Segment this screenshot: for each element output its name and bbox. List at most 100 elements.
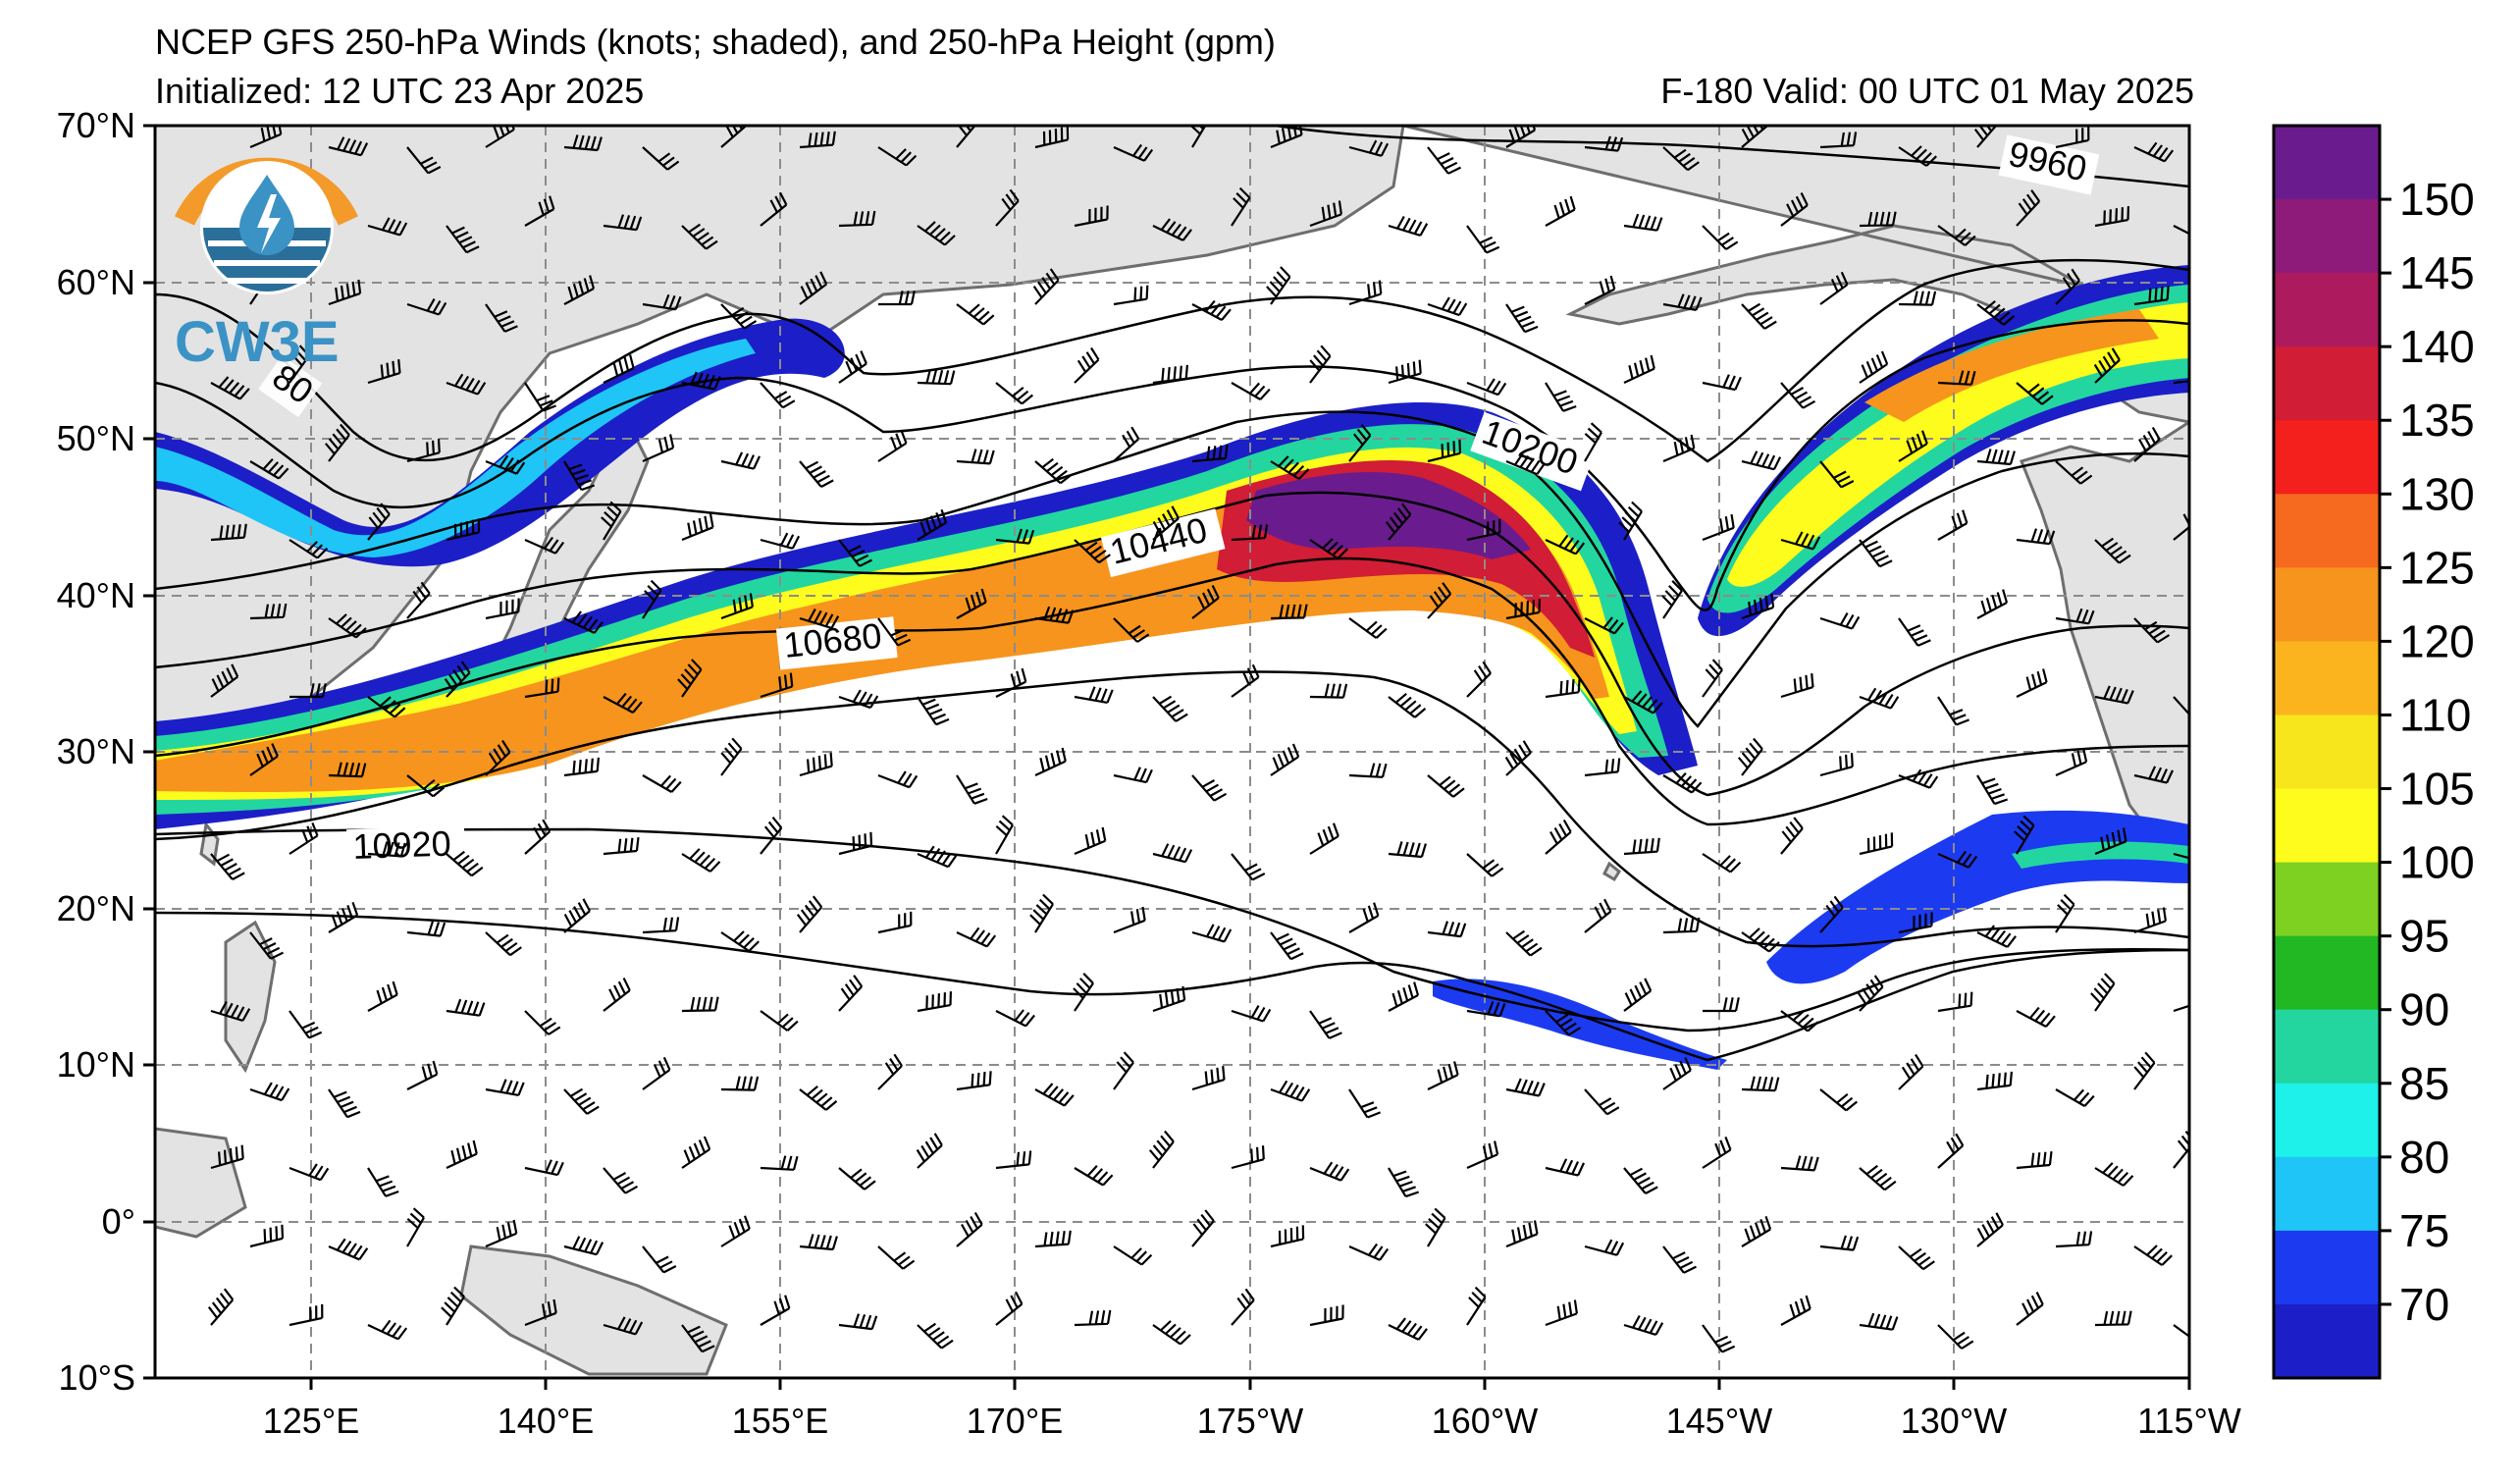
wind-barb	[877, 430, 908, 462]
wind-barb	[1348, 424, 1372, 462]
wind-barb	[1937, 225, 1976, 246]
wind-barb	[2090, 973, 2116, 1012]
wind-barb	[1937, 1133, 1965, 1169]
wind-barb	[1584, 275, 1616, 305]
wind-barb	[1937, 991, 1973, 1013]
colorbar-tick-label: 100	[2399, 837, 2475, 888]
wind-barb	[1662, 772, 1703, 794]
wind-barb	[1270, 455, 1310, 480]
wind-barb	[681, 371, 721, 391]
wind-barb	[2133, 1051, 2156, 1090]
lat-label: 30°N	[57, 731, 135, 771]
wind-barb	[249, 931, 284, 960]
wind-barb	[210, 663, 239, 698]
latitude-labels: 70°N 60°N 50°N 40°N 30°N 20°N 10°N 0° 10…	[57, 105, 135, 1398]
wind-barb	[1427, 439, 1462, 463]
wind-barb	[367, 980, 398, 1012]
wind-barb	[799, 608, 840, 629]
colorbar-tick-label: 110	[2399, 689, 2471, 740]
wind-barb	[1859, 832, 1894, 856]
wind-barb	[1780, 192, 1809, 227]
wind-barb	[1231, 1288, 1255, 1326]
wind-barb	[760, 532, 801, 550]
wind-barb	[524, 195, 555, 227]
wind-barb	[210, 1144, 244, 1170]
wind-barb	[446, 998, 486, 1017]
wind-barb	[799, 752, 833, 777]
wind-barb	[328, 901, 359, 933]
wind-barb	[446, 850, 484, 877]
wind-barb	[1976, 774, 2009, 806]
lat-label: 0°	[102, 1201, 135, 1242]
wind-barb	[1819, 271, 1849, 305]
wind-barb	[1976, 1212, 2004, 1247]
wind-barb	[1819, 895, 1844, 933]
wind-barb	[956, 774, 988, 805]
colorbar-tick-label: 145	[2399, 247, 2475, 298]
wind-barb	[367, 696, 406, 718]
land-borneo	[155, 1127, 247, 1239]
wind-barb	[1073, 973, 1094, 1012]
wind-barb	[1937, 1324, 1974, 1350]
wind-barb	[1427, 296, 1468, 317]
wind-barb	[1113, 285, 1149, 306]
wind-barb	[601, 501, 622, 541]
wind-barb	[838, 975, 864, 1012]
wind-barb	[838, 350, 867, 384]
wind-barb	[760, 1295, 791, 1326]
wind-barb	[2173, 1131, 2189, 1169]
wind-barb	[1780, 1010, 1819, 1033]
wind-barb	[1976, 449, 2016, 466]
wind-barb	[1819, 132, 1858, 149]
wind-barb	[2016, 1292, 2044, 1326]
wind-barb	[1976, 589, 2009, 619]
wind-barb	[1191, 924, 1233, 943]
wind-barb	[2016, 1006, 2056, 1028]
colorbar-tick-label: 150	[2399, 174, 2475, 225]
wind-barb	[1505, 452, 1547, 476]
wind-barb	[1584, 422, 1602, 462]
wind-barb	[524, 536, 565, 555]
contour-label-10920: 10920	[352, 823, 451, 867]
wind-barb	[1623, 837, 1660, 856]
wind-barb	[1819, 1088, 1858, 1112]
wind-barb	[995, 188, 1020, 227]
initialized-time: Initialized: 12 UTC 23 Apr 2025	[155, 71, 645, 111]
wind-barb	[1584, 898, 1612, 933]
wind-barb	[681, 1136, 711, 1169]
lat-label: 70°N	[57, 105, 135, 145]
colorbar-segment	[2274, 1303, 2380, 1379]
wind-barb	[249, 743, 279, 776]
wind-barb	[1348, 617, 1388, 639]
wind-barb	[367, 841, 406, 858]
wind-barb	[1270, 743, 1300, 776]
wind-barb	[720, 1076, 760, 1091]
wind-barb	[1309, 1304, 1344, 1327]
lightning-icon	[257, 194, 281, 253]
wind-barb	[838, 210, 876, 228]
wind-barb	[1348, 280, 1383, 306]
wind-barb	[406, 774, 445, 798]
wind-barb	[446, 1139, 478, 1169]
wind-barb	[603, 1167, 639, 1194]
wind-barb	[720, 593, 754, 620]
wind-barb	[838, 1167, 876, 1191]
land-hawaii	[1602, 861, 1621, 882]
colorbar-tick-label: 135	[2399, 395, 2475, 446]
wind-barb	[1737, 737, 1763, 776]
wind-barb	[642, 917, 680, 934]
wind-barb	[1545, 1010, 1582, 1036]
wind-barb	[1741, 302, 1777, 330]
wind-barb	[2055, 1088, 2095, 1107]
wind-barb	[210, 1000, 251, 1022]
wind-barb	[917, 221, 956, 246]
colorbar-segment	[2274, 1230, 2380, 1305]
wind-barb	[1034, 606, 1075, 624]
wind-barb	[2173, 509, 2189, 541]
wind-barb	[838, 1313, 878, 1331]
colorbar-tick-label: 125	[2399, 542, 2475, 593]
lon-label: 125°E	[263, 1401, 359, 1441]
wind-barb	[603, 836, 640, 856]
wind-barb	[1309, 1161, 1350, 1182]
wind-barb	[249, 1082, 290, 1102]
